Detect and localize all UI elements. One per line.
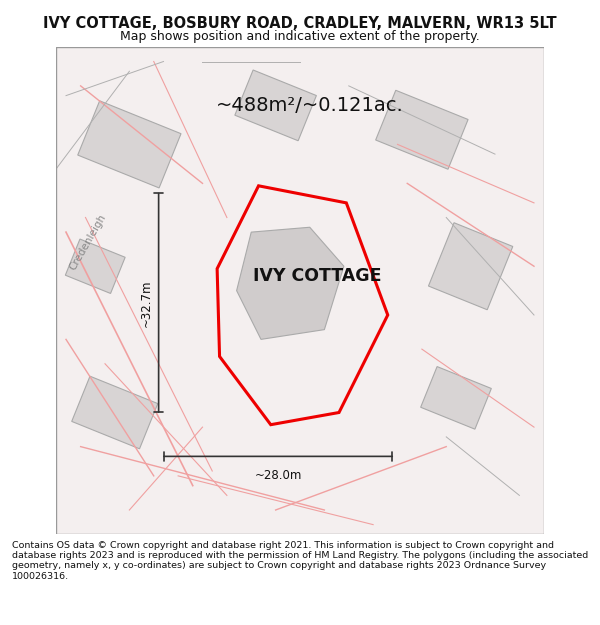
Polygon shape <box>72 376 158 449</box>
Polygon shape <box>78 101 181 188</box>
Text: ~32.7m: ~32.7m <box>140 279 153 326</box>
Text: IVY COTTAGE, BOSBURY ROAD, CRADLEY, MALVERN, WR13 5LT: IVY COTTAGE, BOSBURY ROAD, CRADLEY, MALV… <box>43 16 557 31</box>
Text: ~488m²/~0.121ac.: ~488m²/~0.121ac. <box>216 96 404 115</box>
Polygon shape <box>65 239 125 294</box>
Polygon shape <box>421 367 491 429</box>
Text: ~28.0m: ~28.0m <box>254 469 302 482</box>
Polygon shape <box>428 222 513 310</box>
Text: IVY COTTAGE: IVY COTTAGE <box>253 267 382 285</box>
Polygon shape <box>236 228 344 339</box>
Polygon shape <box>235 70 316 141</box>
Text: Contains OS data © Crown copyright and database right 2021. This information is : Contains OS data © Crown copyright and d… <box>12 541 588 581</box>
Polygon shape <box>376 90 468 169</box>
Text: Map shows position and indicative extent of the property.: Map shows position and indicative extent… <box>120 30 480 43</box>
Text: Credenleigh: Credenleigh <box>68 212 108 272</box>
